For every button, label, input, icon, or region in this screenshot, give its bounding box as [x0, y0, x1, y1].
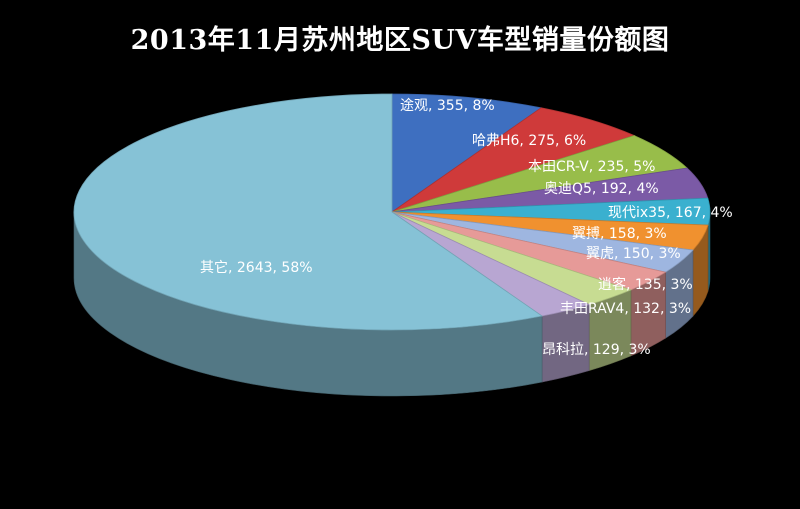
pie-slice-2: [391, 107, 636, 213]
data-label-11: 其它, 2643, 58%: [200, 259, 313, 276]
chart-title: 2013年11月苏州地区SUV车型销量份额图: [130, 25, 670, 56]
pie-data-labels: 途观, 355, 8% 哈弗H6, 275, 6% 本田CR-V, 235, 5% 奥…: [200, 97, 733, 358]
data-label-7: 翼虎, 150, 3%: [586, 246, 681, 262]
pie-top-faces: [73, 93, 711, 331]
data-label-8: 逍客, 135, 3%: [598, 276, 693, 293]
data-label-10: 昂科拉, 129, 3%: [542, 342, 651, 358]
data-label-9: 丰田RAV4, 132, 3%: [560, 301, 691, 317]
data-label-4: 奥迪Q5, 192, 4%: [544, 180, 659, 197]
pie-side-walls: [73, 211, 711, 397]
data-label-1: 途观, 355, 8%: [400, 97, 495, 114]
data-label-2: 哈弗H6, 275, 6%: [472, 133, 586, 149]
data-label-6: 翼搏, 158, 3%: [572, 225, 667, 242]
pie-slice-1: [391, 93, 543, 213]
pie-slice-11: [73, 93, 544, 331]
data-label-5: 现代ix35, 167, 4%: [608, 205, 733, 221]
data-label-3: 本田CR-V, 235, 5%: [528, 159, 655, 175]
